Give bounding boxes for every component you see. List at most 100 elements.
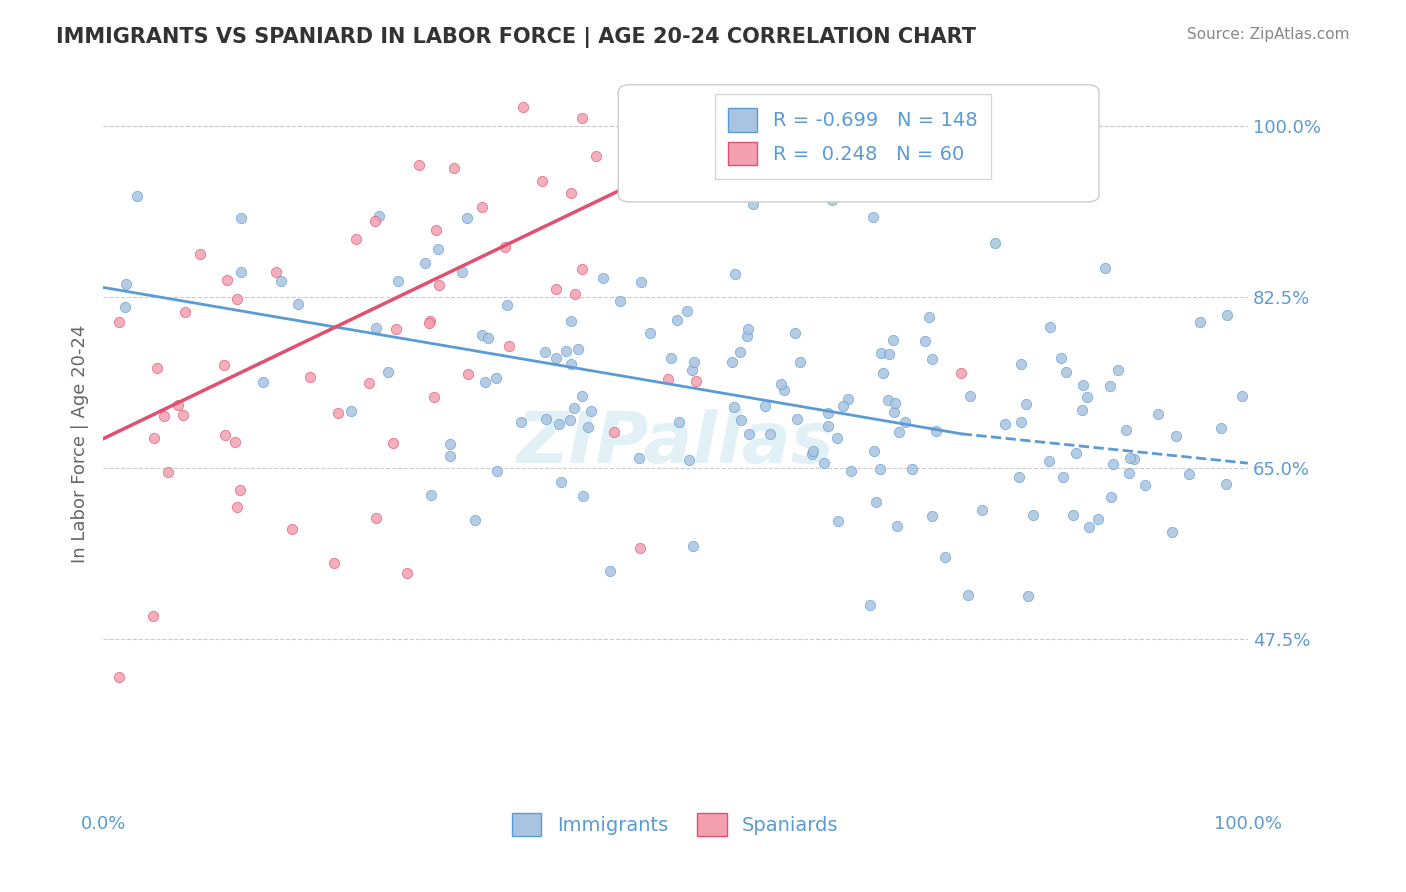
Point: [415, 255, 437, 269]
Point: [173, 305, 195, 319]
Point: [959, 389, 981, 403]
Point: [1099, 490, 1122, 504]
Point: [142, 609, 165, 624]
Point: [827, 514, 849, 528]
Point: [720, 355, 742, 369]
Point: [849, 100, 872, 114]
Point: [817, 419, 839, 434]
Point: [683, 355, 706, 369]
Point: [423, 390, 446, 404]
Point: [571, 262, 593, 277]
Point: [560, 357, 582, 371]
Legend: Immigrants, Spaniards: Immigrants, Spaniards: [505, 805, 846, 844]
Point: [737, 427, 759, 442]
Point: [143, 431, 166, 445]
Point: [564, 287, 586, 301]
Point: [364, 511, 387, 525]
Point: [451, 264, 474, 278]
Point: [883, 405, 905, 419]
Point: [1146, 408, 1168, 422]
Point: [730, 412, 752, 426]
Point: [1010, 415, 1032, 429]
Point: [659, 351, 682, 366]
Point: [1010, 357, 1032, 371]
Point: [498, 339, 520, 353]
Point: [1076, 390, 1098, 404]
Point: [801, 443, 824, 458]
Point: [419, 488, 441, 502]
Point: [214, 358, 236, 372]
Point: [957, 588, 980, 602]
Point: [457, 367, 479, 381]
Point: [872, 367, 894, 381]
Point: [562, 401, 585, 415]
Point: [1062, 508, 1084, 522]
Point: [585, 149, 607, 163]
Point: [224, 435, 246, 450]
Point: [949, 366, 972, 380]
Point: [1078, 520, 1101, 534]
Point: [1178, 467, 1201, 481]
Point: [970, 502, 993, 516]
Point: [1230, 389, 1253, 403]
Point: [1022, 508, 1045, 522]
Point: [1054, 365, 1077, 379]
Point: [609, 293, 631, 308]
Point: [1123, 452, 1146, 467]
Point: [567, 343, 589, 357]
Point: [385, 321, 408, 335]
Text: IMMIGRANTS VS SPANIARD IN LABOR FORCE | AGE 20-24 CORRELATION CHART: IMMIGRANTS VS SPANIARD IN LABOR FORCE | …: [56, 27, 976, 48]
Point: [357, 376, 380, 390]
Point: [889, 425, 911, 439]
Point: [1071, 378, 1094, 392]
Point: [485, 464, 508, 478]
Point: [821, 194, 844, 208]
Point: [628, 541, 651, 555]
Point: [924, 424, 946, 438]
Point: [576, 419, 599, 434]
Point: [464, 512, 486, 526]
Point: [682, 539, 704, 553]
Point: [592, 270, 614, 285]
Point: [863, 444, 886, 458]
Point: [323, 556, 346, 570]
Point: [1119, 451, 1142, 466]
Point: [494, 240, 516, 254]
Point: [418, 316, 440, 330]
Point: [657, 372, 679, 386]
Point: [681, 363, 703, 377]
Point: [675, 303, 697, 318]
Point: [877, 347, 900, 361]
Point: [1014, 397, 1036, 411]
Point: [789, 355, 811, 369]
Point: [427, 277, 450, 292]
Y-axis label: In Labor Force | Age 20-24: In Labor Force | Age 20-24: [72, 325, 89, 563]
Point: [848, 100, 870, 114]
Point: [560, 314, 582, 328]
Point: [396, 566, 419, 580]
Point: [344, 232, 367, 246]
Point: [1017, 589, 1039, 603]
Point: [572, 489, 595, 503]
Point: [918, 310, 941, 325]
Point: [752, 125, 775, 139]
Point: [364, 213, 387, 227]
Point: [1070, 403, 1092, 417]
Point: [862, 210, 884, 224]
Point: [328, 406, 350, 420]
Point: [146, 361, 169, 376]
Point: [229, 265, 252, 279]
Point: [439, 437, 461, 451]
Point: [717, 100, 740, 114]
Point: [599, 564, 621, 578]
Point: [115, 277, 138, 292]
Point: [264, 265, 287, 279]
Point: [485, 371, 508, 385]
Point: [298, 370, 321, 384]
Point: [188, 247, 211, 261]
Point: [1209, 421, 1232, 435]
Point: [1115, 423, 1137, 437]
Point: [546, 282, 568, 296]
Point: [832, 400, 855, 414]
Point: [882, 333, 904, 347]
